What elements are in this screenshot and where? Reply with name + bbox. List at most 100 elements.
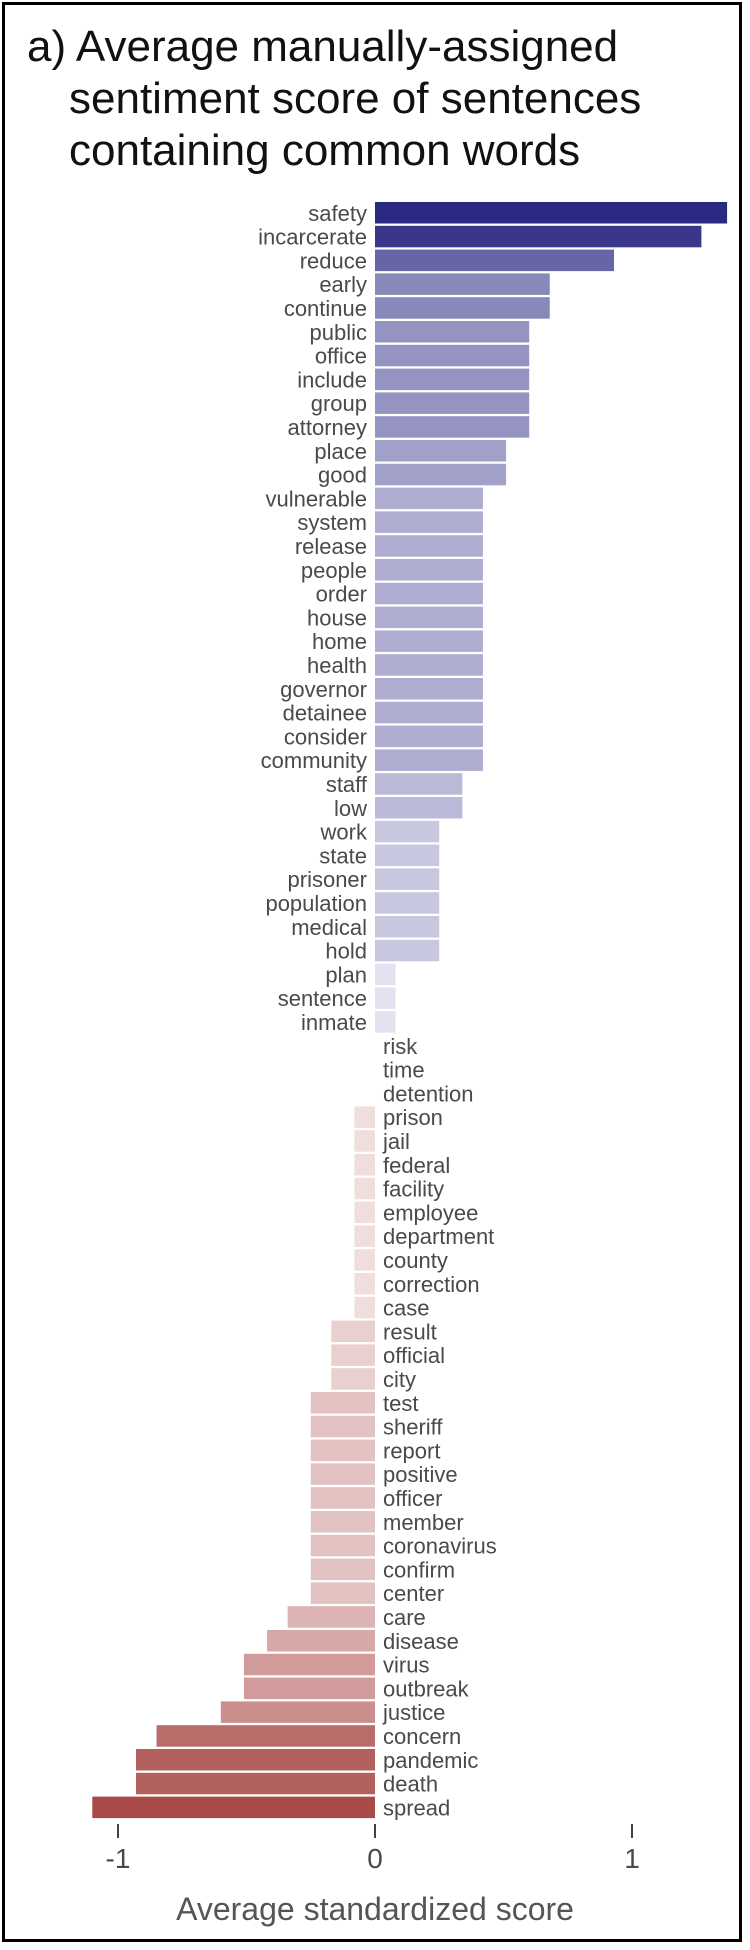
category-label-death: death: [383, 1772, 438, 1797]
category-label-justice: justice: [382, 1700, 445, 1725]
bar-member: [310, 1511, 375, 1533]
bar-result: [331, 1320, 375, 1343]
category-label-risk: risk: [383, 1034, 418, 1059]
bar-justice: [220, 1701, 375, 1723]
bar-office: [375, 344, 530, 367]
bar-case: [354, 1296, 375, 1319]
category-label-inmate: inmate: [301, 1010, 367, 1035]
bar-safety: [375, 202, 728, 224]
bar-good: [375, 463, 507, 486]
category-label-office: office: [315, 344, 367, 369]
category-label-group: group: [311, 391, 367, 416]
category-label-case: case: [383, 1296, 429, 1321]
category-label-federal: federal: [383, 1153, 450, 1178]
bar-low: [375, 797, 463, 819]
bars-group: [92, 202, 728, 1819]
category-label-concern: concern: [383, 1724, 461, 1749]
chart-title-line-3: containing common words: [69, 126, 581, 175]
x-axis: -1 0 1: [106, 1824, 640, 1874]
category-label-incarcerate: incarcerate: [258, 225, 367, 250]
category-label-hold: hold: [325, 939, 367, 964]
category-label-order: order: [316, 582, 367, 607]
bar-employee: [354, 1201, 375, 1224]
category-label-system: system: [297, 510, 367, 535]
bar-test: [310, 1392, 375, 1414]
bar-people: [375, 559, 483, 581]
bar-group: [375, 392, 530, 414]
category-label-sheriff: sheriff: [383, 1415, 443, 1440]
category-label-health: health: [307, 653, 367, 678]
category-label-good: good: [318, 463, 367, 488]
bar-report: [310, 1439, 375, 1462]
bar-public: [375, 321, 530, 343]
chart-title-line-1: a) Average manually-assigned: [27, 22, 619, 71]
category-label-consider: consider: [284, 724, 367, 749]
category-label-population: population: [265, 891, 367, 916]
bar-federal: [354, 1154, 375, 1176]
bar-include: [375, 368, 530, 391]
bar-release: [375, 535, 483, 557]
category-label-detention: detention: [383, 1081, 474, 1106]
x-tick-label: -1: [106, 1843, 131, 1874]
bar-disease: [267, 1630, 375, 1652]
category-label-outbreak: outbreak: [383, 1676, 470, 1701]
category-label-release: release: [295, 534, 367, 559]
bar-prisoner: [375, 868, 440, 890]
category-label-people: people: [301, 558, 367, 583]
bar-death: [135, 1772, 375, 1795]
category-label-governor: governor: [280, 677, 367, 702]
bar-detainee: [375, 701, 483, 724]
bar-facility: [354, 1177, 375, 1200]
bar-continue: [375, 297, 550, 319]
category-label-medical: medical: [291, 915, 367, 940]
category-label-community: community: [261, 748, 367, 773]
category-label-sentence: sentence: [278, 986, 367, 1011]
category-label-work: work: [320, 820, 368, 845]
bar-health: [375, 654, 483, 676]
category-label-virus: virus: [383, 1653, 429, 1678]
bar-care: [287, 1606, 375, 1628]
bar-prison: [354, 1106, 375, 1128]
category-label-employee: employee: [383, 1200, 478, 1225]
chart-title: a) Average manually-assigned sentiment s…: [27, 21, 737, 177]
category-label-prisoner: prisoner: [288, 867, 367, 892]
category-label-official: official: [383, 1343, 445, 1368]
category-label-result: result: [383, 1319, 437, 1344]
category-label-vulnerable: vulnerable: [265, 486, 367, 511]
bar-reduce: [375, 249, 615, 272]
bar-concern: [156, 1725, 375, 1747]
bar-population: [375, 892, 440, 914]
category-label-test: test: [383, 1391, 418, 1416]
x-axis-title: Average standardized score: [176, 1891, 574, 1927]
category-label-disease: disease: [383, 1629, 459, 1654]
category-label-attorney: attorney: [288, 415, 368, 440]
category-label-spread: spread: [383, 1795, 450, 1820]
bar-department: [354, 1225, 375, 1247]
category-label-low: low: [334, 796, 367, 821]
bar-jail: [354, 1130, 375, 1152]
bar-work: [375, 820, 440, 843]
category-label-pandemic: pandemic: [383, 1748, 478, 1773]
category-label-house: house: [307, 605, 367, 630]
category-label-jail: jail: [382, 1129, 410, 1154]
category-label-member: member: [383, 1510, 464, 1535]
bar-house: [375, 606, 483, 629]
category-label-place: place: [314, 439, 367, 464]
bar-sheriff: [310, 1415, 375, 1438]
chart-title-line-2: sentiment score of sentences: [69, 74, 642, 123]
category-label-confirm: confirm: [383, 1557, 455, 1582]
x-tick-label: 0: [367, 1843, 383, 1874]
bar-order: [375, 582, 483, 605]
category-label-state: state: [319, 843, 367, 868]
bar-incarcerate: [375, 225, 702, 248]
bar-spread: [92, 1796, 376, 1819]
bar-community: [375, 749, 483, 771]
category-label-safety: safety: [308, 201, 367, 226]
category-label-report: report: [383, 1438, 440, 1463]
category-label-include: include: [297, 367, 367, 392]
category-label-staff: staff: [326, 772, 368, 797]
category-label-facility: facility: [383, 1177, 444, 1202]
bar-confirm: [310, 1558, 375, 1581]
bar-sentence: [375, 987, 396, 1009]
